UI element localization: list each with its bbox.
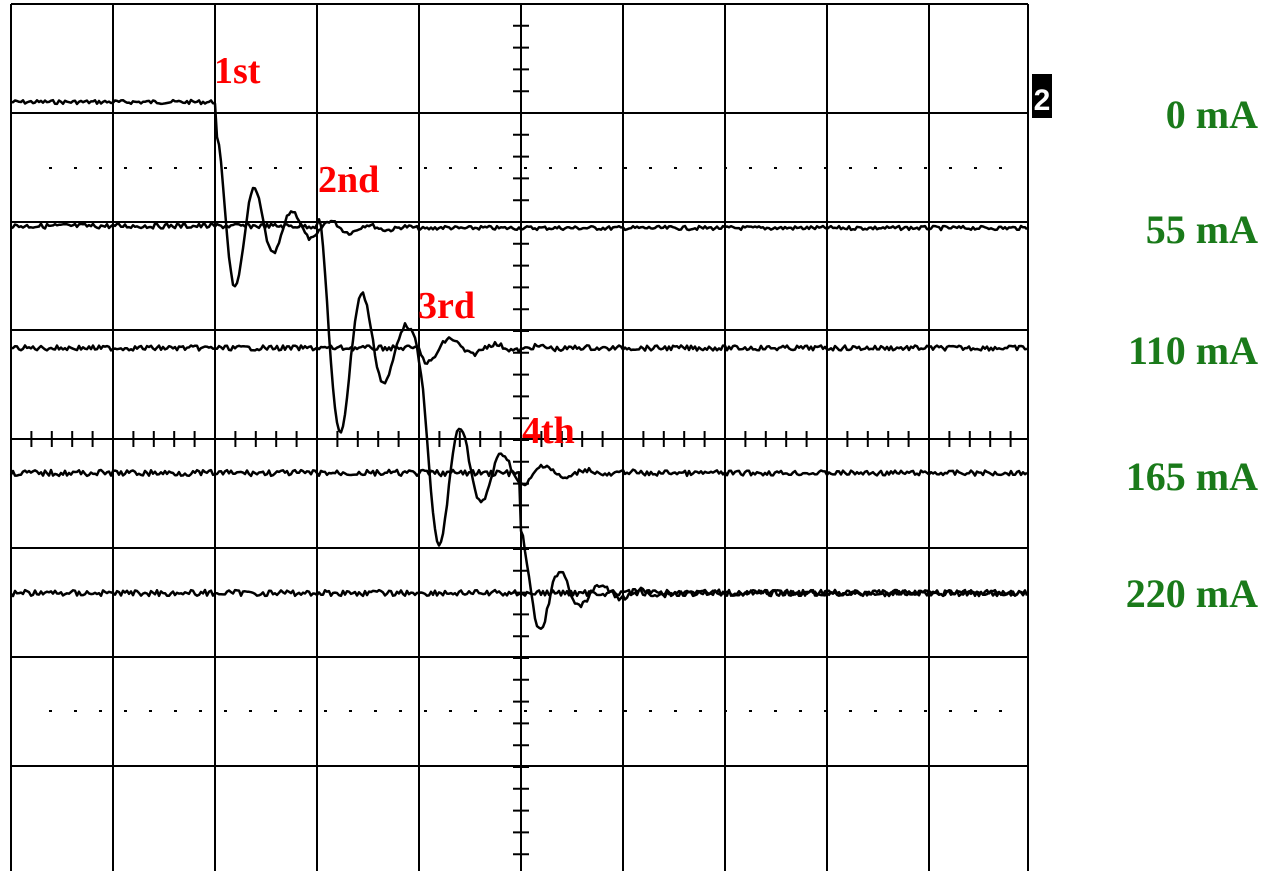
trace-55ma <box>10 218 1028 434</box>
annotation-2nd: 2nd <box>318 159 379 201</box>
annotation-1st: 1st <box>214 50 261 92</box>
series-label-165ma: 165 mA <box>1126 454 1258 499</box>
annotation-3rd: 3rd <box>418 285 475 327</box>
series-label-55ma: 55 mA <box>1146 207 1258 252</box>
trace-0ma <box>10 98 1028 288</box>
waveform-traces <box>9 98 1029 630</box>
chart-labels: 1st 2nd 3rd 4th 0 mA 55 mA 110 mA 165 mA… <box>214 50 1258 616</box>
series-label-220ma: 220 mA <box>1126 571 1258 616</box>
trace-220ma <box>10 588 1028 598</box>
center-axis-ticks <box>10 3 1012 856</box>
series-label-0ma: 0 mA <box>1166 92 1258 137</box>
graticule <box>10 3 1029 871</box>
annotation-4th: 4th <box>522 410 575 452</box>
series-label-110ma: 110 mA <box>1128 328 1258 373</box>
channel-marker-label: 2 <box>1034 84 1051 117</box>
channel-marker: 2 <box>1032 74 1052 118</box>
